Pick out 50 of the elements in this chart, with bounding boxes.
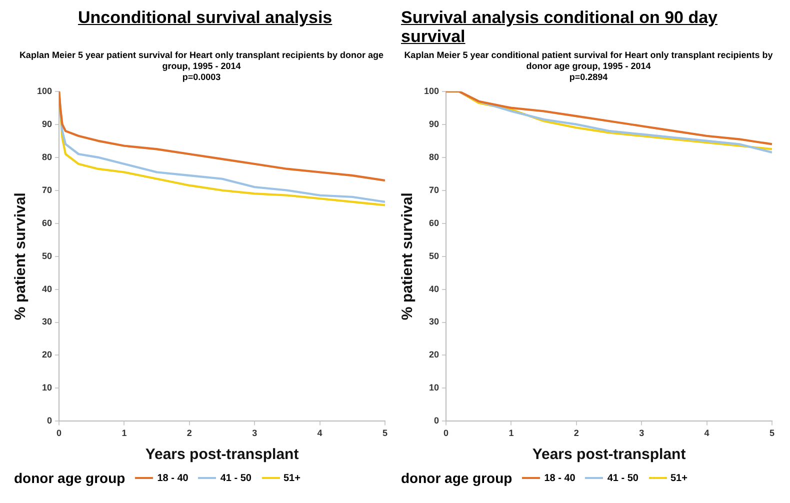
y-axis-title: % patient survival: [12, 192, 30, 320]
y-tick-label: 0: [434, 416, 440, 426]
x-tick-label: 3: [252, 428, 258, 438]
y-tick-label: 40: [42, 284, 52, 294]
text: p=0.2894: [568, 72, 609, 83]
x-tick-label: 0: [444, 428, 449, 438]
x-axis-title: Years post-transplant: [145, 446, 299, 464]
legend-title: donor age group: [14, 470, 126, 486]
y-tick-label: 20: [429, 350, 440, 360]
legend-label: 41 - 50: [607, 472, 638, 484]
y-tick-label: 20: [42, 350, 52, 360]
x-tick-label: 2: [574, 428, 579, 438]
x-tick-label: 4: [704, 428, 710, 438]
y-tick-label: 70: [42, 184, 52, 195]
chart-title: Unconditional survival analysis: [77, 8, 334, 29]
y-tick-label: 0: [47, 416, 52, 426]
y-tick-label: 10: [42, 382, 52, 393]
text: p=0.0003: [181, 72, 222, 83]
legend-label: 18 - 40: [544, 472, 576, 484]
y-tick-label: 10: [429, 382, 440, 393]
y-tick-label: 100: [424, 86, 440, 96]
y-tick-label: 90: [429, 118, 440, 129]
y-tick-label: 60: [429, 218, 440, 228]
x-tick-label: 0: [56, 428, 62, 438]
y-tick-label: 40: [429, 284, 440, 294]
x-tick-label: 5: [382, 428, 388, 438]
legend-label: 51+: [670, 472, 688, 484]
y-tick-label: 30: [429, 316, 440, 327]
x-tick-label: 1: [122, 428, 127, 438]
y-tick-label: 60: [42, 218, 52, 228]
x-tick-label: 1: [508, 428, 514, 438]
y-tick-label: 90: [42, 118, 52, 129]
chart-title: Survival analysis conditional on 90 day survival: [400, 8, 719, 48]
legend-title: donor age group: [401, 470, 512, 486]
legend-label: 51+: [284, 472, 300, 484]
y-tick-label: 70: [429, 184, 440, 195]
y-tick-label: 30: [42, 316, 52, 327]
legend-label: 18 - 40: [157, 472, 188, 484]
x-tick-label: 3: [639, 428, 644, 438]
y-tick-label: 80: [429, 152, 440, 162]
y-tick-label: 50: [429, 250, 440, 261]
y-tick-label: 80: [42, 152, 52, 162]
x-tick-label: 4: [317, 428, 322, 438]
legend-label: 41 - 50: [220, 472, 252, 484]
y-tick-label: 100: [36, 86, 52, 96]
x-tick-label: 5: [769, 428, 775, 438]
x-tick-label: 2: [186, 428, 192, 438]
y-axis-title: % patient survival: [399, 192, 416, 320]
x-axis-title: Years post-transplant: [532, 446, 686, 464]
y-tick-label: 50: [42, 250, 52, 261]
